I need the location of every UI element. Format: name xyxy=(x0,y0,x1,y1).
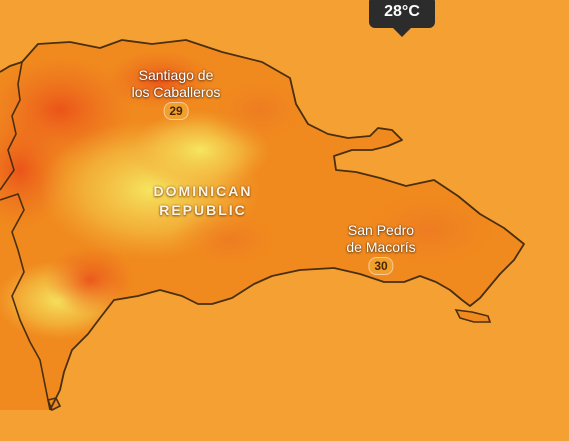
temperature-heat-overlay xyxy=(0,50,520,340)
coastline xyxy=(21,39,525,411)
coastline-west xyxy=(0,61,23,73)
tooltip-value: 28°C xyxy=(384,3,420,20)
city-name: Santiago de los Caballeros xyxy=(131,67,221,100)
international-border xyxy=(0,61,51,411)
temperature-badge: 30 xyxy=(369,258,393,274)
city-name: San Pedro de Macorís xyxy=(346,222,416,255)
temperature-tooltip: 28°C xyxy=(369,0,435,28)
island-saona xyxy=(454,309,492,323)
country-label: DOMINICAN REPUBLIC xyxy=(153,183,253,218)
city-marker-santiago[interactable]: Santiago de los Caballeros 29 xyxy=(131,67,221,120)
city-marker-san-pedro[interactable]: San Pedro de Macorís 30 xyxy=(346,222,416,275)
temperature-badge: 29 xyxy=(164,103,188,119)
tooltip-pointer xyxy=(393,28,411,37)
